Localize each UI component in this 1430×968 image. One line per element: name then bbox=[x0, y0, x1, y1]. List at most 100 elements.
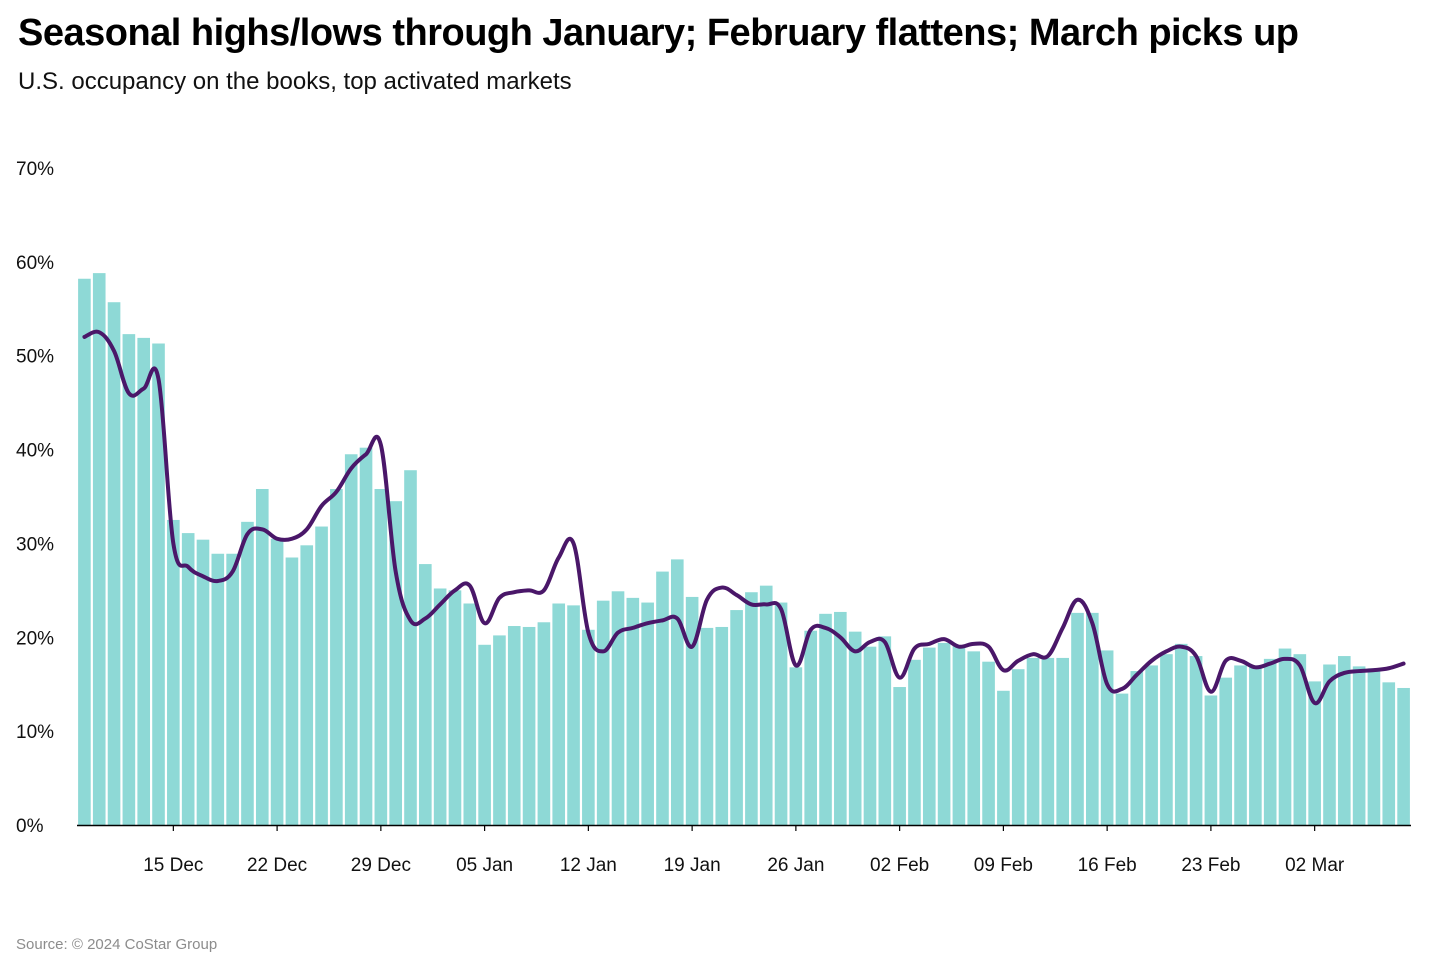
bar bbox=[315, 526, 328, 825]
bar bbox=[463, 603, 477, 825]
bar bbox=[997, 690, 1010, 825]
bar bbox=[285, 557, 299, 825]
bar bbox=[1189, 656, 1203, 825]
bar bbox=[1352, 666, 1366, 825]
bar bbox=[1234, 665, 1247, 825]
x-tick-label: 15 Dec bbox=[143, 855, 203, 876]
y-tick-label: 50% bbox=[16, 347, 54, 368]
chart-subtitle: U.S. occupancy on the books, top activat… bbox=[18, 68, 572, 95]
bar bbox=[344, 454, 358, 825]
trend-line bbox=[82, 329, 1406, 706]
bar bbox=[1056, 657, 1069, 825]
bar bbox=[937, 642, 951, 825]
bar bbox=[255, 488, 269, 825]
bar bbox=[1026, 657, 1040, 825]
bar bbox=[893, 687, 906, 825]
y-tick-label: 30% bbox=[16, 534, 54, 555]
bar bbox=[567, 605, 580, 825]
bar bbox=[715, 626, 729, 825]
bar bbox=[522, 626, 536, 825]
bar bbox=[952, 645, 966, 825]
bar bbox=[1145, 665, 1158, 825]
bar bbox=[419, 564, 432, 825]
bar bbox=[122, 334, 136, 825]
bar bbox=[1278, 648, 1292, 825]
bar bbox=[1323, 664, 1336, 825]
bar bbox=[181, 533, 195, 825]
bar bbox=[1308, 681, 1321, 825]
y-tick-label: 70% bbox=[16, 159, 54, 180]
chart-title: Seasonal highs/lows through January; Feb… bbox=[18, 12, 1299, 54]
occupancy-chart: 0% 10% 20% 30% 40% 50% 60% 70% 15 Dec 22 Dec 29 D… bbox=[16, 159, 1411, 876]
bar bbox=[774, 602, 788, 825]
bar bbox=[1337, 656, 1351, 825]
y-tick-label: 60% bbox=[16, 253, 54, 274]
x-axis: 15 Dec 22 Dec 29 Dec 05 Jan 12 Jan 19 Jan 26 J… bbox=[143, 825, 1345, 876]
bar-series bbox=[78, 273, 1410, 826]
bar bbox=[241, 521, 254, 825]
x-tick-label: 19 Jan bbox=[664, 855, 721, 876]
bar bbox=[759, 585, 773, 825]
bar bbox=[1293, 654, 1307, 825]
bar bbox=[211, 553, 225, 825]
y-tick-label: 20% bbox=[16, 628, 54, 649]
x-tick-label: 29 Dec bbox=[351, 855, 411, 876]
bar bbox=[908, 659, 921, 825]
bar bbox=[1071, 612, 1084, 825]
y-axis: 0% 10% 20% 30% 40% 50% 60% 70% bbox=[16, 159, 54, 837]
bar bbox=[1160, 654, 1173, 825]
bar bbox=[493, 635, 506, 825]
bar bbox=[789, 667, 803, 825]
x-tick-label: 23 Feb bbox=[1181, 855, 1240, 876]
bar bbox=[582, 629, 595, 825]
bar bbox=[1263, 658, 1277, 825]
bar bbox=[1086, 612, 1099, 825]
bar bbox=[819, 613, 832, 825]
y-tick-label: 10% bbox=[16, 722, 54, 743]
bar bbox=[1382, 682, 1396, 825]
bar bbox=[167, 519, 180, 825]
x-tick-label: 12 Jan bbox=[560, 855, 617, 876]
bar bbox=[196, 539, 210, 825]
bar bbox=[922, 647, 936, 825]
bar bbox=[1130, 671, 1144, 825]
bar bbox=[848, 631, 862, 825]
bar bbox=[537, 622, 551, 825]
bar bbox=[1174, 643, 1188, 825]
x-tick-label: 16 Feb bbox=[1078, 855, 1137, 876]
bar bbox=[641, 602, 654, 825]
bar bbox=[596, 600, 610, 825]
bar bbox=[78, 278, 91, 825]
bar bbox=[330, 488, 343, 825]
bar bbox=[1249, 665, 1262, 825]
bar bbox=[226, 553, 239, 825]
x-tick-label: 02 Feb bbox=[870, 855, 929, 876]
bar bbox=[1041, 657, 1055, 825]
bar bbox=[804, 630, 818, 825]
bar bbox=[611, 591, 625, 825]
x-tick-label: 09 Feb bbox=[974, 855, 1033, 876]
bar bbox=[1204, 695, 1218, 825]
x-tick-label: 02 Mar bbox=[1285, 855, 1345, 876]
bar bbox=[982, 661, 995, 825]
bar bbox=[152, 343, 165, 825]
bar bbox=[137, 337, 151, 825]
bar bbox=[433, 588, 447, 825]
bar bbox=[967, 651, 981, 825]
bar bbox=[374, 488, 388, 825]
bar bbox=[730, 610, 743, 825]
bar bbox=[270, 538, 284, 825]
bar bbox=[1397, 687, 1410, 825]
x-tick-label: 26 Jan bbox=[767, 855, 824, 876]
bar bbox=[448, 590, 462, 825]
bar bbox=[700, 627, 714, 825]
bar bbox=[626, 597, 640, 825]
y-tick-label: 0% bbox=[16, 816, 44, 837]
bar bbox=[1011, 669, 1025, 825]
bar bbox=[552, 603, 566, 825]
bar bbox=[107, 302, 121, 826]
bar bbox=[404, 470, 417, 825]
bar bbox=[507, 626, 521, 825]
bar bbox=[745, 592, 758, 825]
bar bbox=[1367, 668, 1381, 825]
